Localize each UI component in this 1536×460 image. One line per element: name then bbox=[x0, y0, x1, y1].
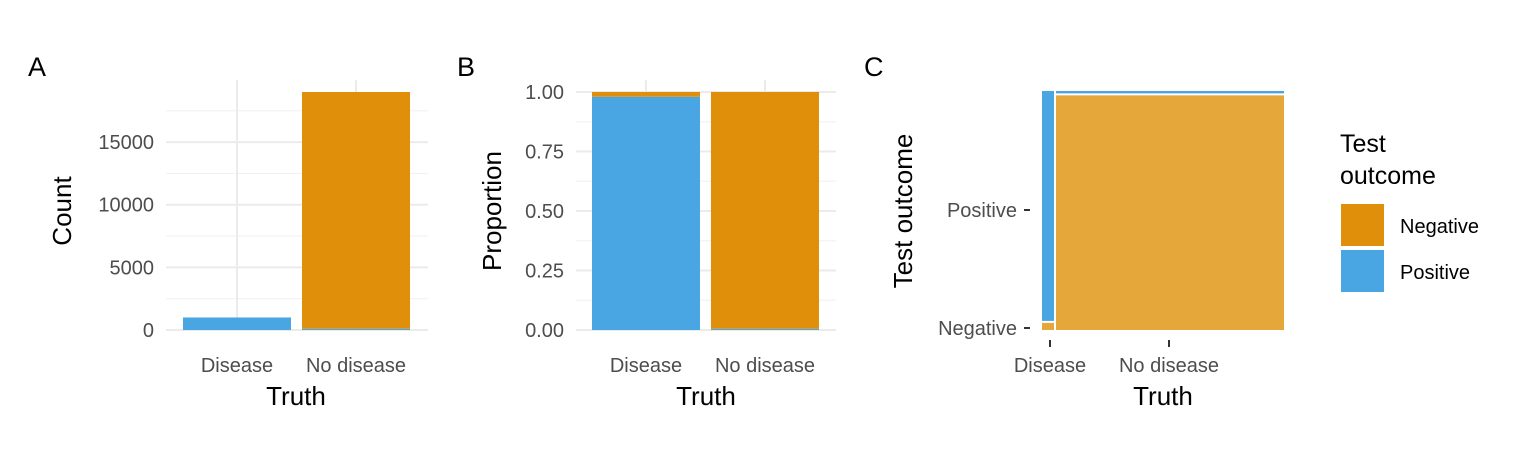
panel-c-tile-disease-positive bbox=[1042, 91, 1054, 321]
legend-swatch-negative bbox=[1341, 204, 1384, 246]
panel-a-bar-no-disease-negative bbox=[302, 92, 410, 329]
panel-a-y-axis-title: Count bbox=[47, 176, 77, 246]
panel-a-y-tick-labels: 0 5000 10000 15000 bbox=[98, 132, 154, 342]
panel-c-tile-disease-negative bbox=[1042, 322, 1054, 330]
panel-b-bar-disease-positive bbox=[592, 96, 700, 330]
panel-b-y-tick-label: 0.75 bbox=[525, 142, 564, 164]
panel-b-tag: B bbox=[457, 52, 475, 82]
panel-a-x-tick-no-disease: No disease bbox=[306, 355, 406, 377]
panel-c-tag: C bbox=[864, 52, 884, 82]
legend-title-line-2: outcome bbox=[1340, 162, 1436, 190]
legend-label-negative: Negative bbox=[1400, 216, 1479, 238]
panel-b-bar-no-disease-positive bbox=[711, 328, 819, 330]
panel-a-tag: A bbox=[28, 52, 46, 82]
panel-b-x-tick-disease: Disease bbox=[610, 355, 682, 377]
panel-c-tile-no-disease-negative bbox=[1056, 95, 1284, 331]
legend-swatch-positive bbox=[1341, 250, 1384, 292]
panel-b-y-tick-label: 0.50 bbox=[525, 201, 564, 223]
panel-a-x-axis-title: Truth bbox=[266, 381, 326, 411]
panel-b-bars bbox=[592, 92, 819, 330]
panel-a-y-tick-label: 5000 bbox=[110, 257, 155, 279]
panel-b-y-tick-label: 1.00 bbox=[525, 82, 564, 104]
panel-c-mosaic-tiles bbox=[1042, 91, 1284, 331]
panel-b-y-axis-title: Proportion bbox=[477, 151, 507, 271]
panel-b: B 0.00 0.25 0.50 0.75 1.00 Disease No diseas… bbox=[457, 52, 836, 411]
legend: Test outcome Negative Positive bbox=[1340, 130, 1479, 292]
panel-c-x-axis-title: Truth bbox=[1133, 381, 1193, 411]
panel-b-bar-no-disease-negative bbox=[711, 92, 819, 329]
panel-c-y-axis-title: Test outcome bbox=[888, 134, 918, 289]
panel-a-y-tick-label: 0 bbox=[143, 320, 154, 342]
panel-c-y-tick-positive: Positive bbox=[947, 200, 1017, 222]
panel-a: A 0 5000 10000 15000 Disease No disease Tru… bbox=[28, 52, 428, 411]
panel-c-x-tick-disease: Disease bbox=[1014, 355, 1086, 377]
panel-a-bar-no-disease-positive bbox=[302, 328, 410, 330]
panel-b-y-tick-label: 0.00 bbox=[525, 320, 564, 342]
legend-label-positive: Positive bbox=[1400, 262, 1470, 284]
panel-c: C Positive Negative Disease No disease T… bbox=[864, 52, 1284, 411]
panel-a-y-tick-label: 15000 bbox=[98, 132, 154, 154]
panel-b-y-tick-label: 0.25 bbox=[525, 261, 564, 283]
panel-c-x-tick-no-disease: No disease bbox=[1119, 355, 1219, 377]
panel-c-y-tick-negative: Negative bbox=[938, 318, 1017, 340]
panel-b-x-tick-no-disease: No disease bbox=[715, 355, 815, 377]
panel-a-bar-disease-positive bbox=[183, 317, 291, 330]
panel-c-tile-no-disease-positive bbox=[1056, 91, 1284, 94]
panel-a-y-tick-label: 10000 bbox=[98, 195, 154, 217]
panel-b-y-tick-labels: 0.00 0.25 0.50 0.75 1.00 bbox=[525, 82, 564, 342]
legend-title-line-1: Test bbox=[1340, 130, 1386, 158]
panel-a-bars bbox=[183, 92, 410, 330]
panel-b-bar-disease-negative bbox=[592, 92, 700, 97]
panel-a-x-tick-disease: Disease bbox=[201, 355, 273, 377]
panel-b-x-axis-title: Truth bbox=[676, 381, 736, 411]
